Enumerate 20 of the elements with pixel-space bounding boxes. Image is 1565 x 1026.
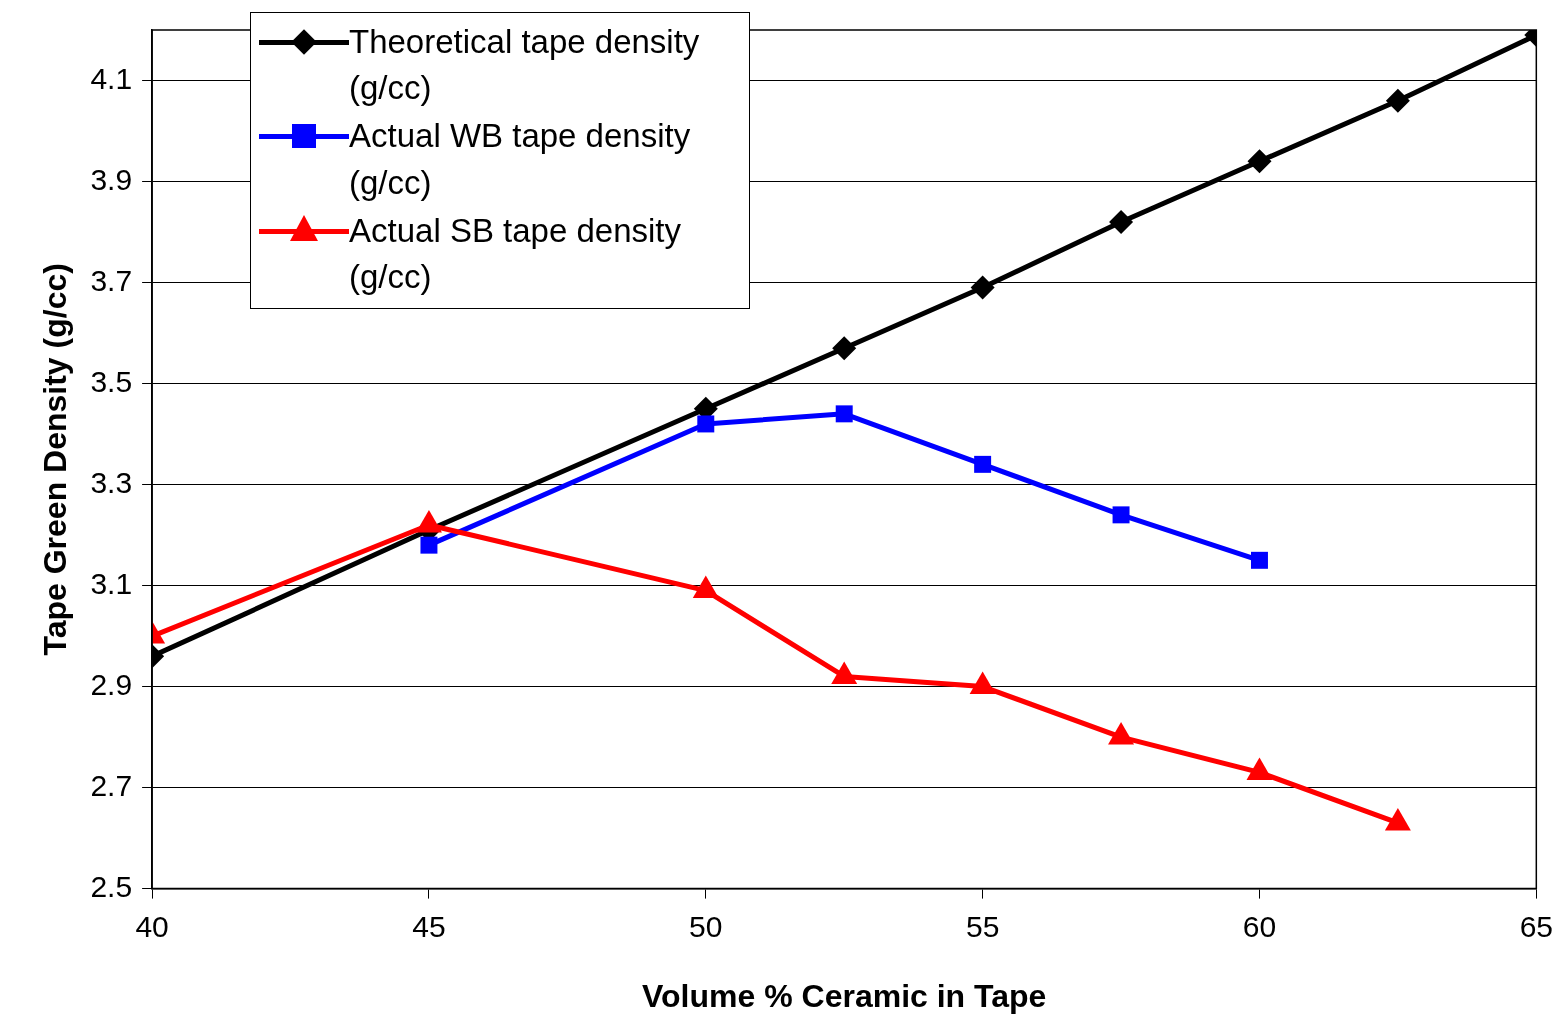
- x-tick-label: 50: [689, 909, 723, 943]
- y-tick-label: 4.1: [90, 61, 133, 95]
- x-tick-label: 40: [135, 909, 169, 943]
- x-tick-label: 55: [965, 909, 1000, 943]
- x-tick-label: 65: [1519, 909, 1553, 943]
- y-tick-label: 2.9: [90, 667, 133, 701]
- y-tick-label: 3.5: [90, 364, 133, 398]
- legend-label: Actual SB tape density (g/cc): [349, 210, 683, 297]
- y-tick-label: 2.5: [90, 869, 133, 903]
- legend-label: Theoretical tape density (g/cc): [349, 22, 701, 109]
- y-tick-label: 3.3: [90, 465, 133, 499]
- x-tick-label: 45: [412, 909, 446, 943]
- x-tick-label: 60: [1242, 909, 1277, 943]
- y-axis-title: Tape Green Density (g/cc): [37, 263, 74, 656]
- x-axis-title: Volume % Ceramic in Tape: [642, 977, 1047, 1014]
- y-tick-label: 3.7: [90, 263, 133, 297]
- y-tick-label: 3.9: [90, 162, 133, 196]
- legend-label: Actual WB tape density (g/cc): [349, 116, 692, 203]
- y-tick-label: 3.1: [90, 566, 133, 600]
- y-tick-label: 2.7: [90, 768, 133, 802]
